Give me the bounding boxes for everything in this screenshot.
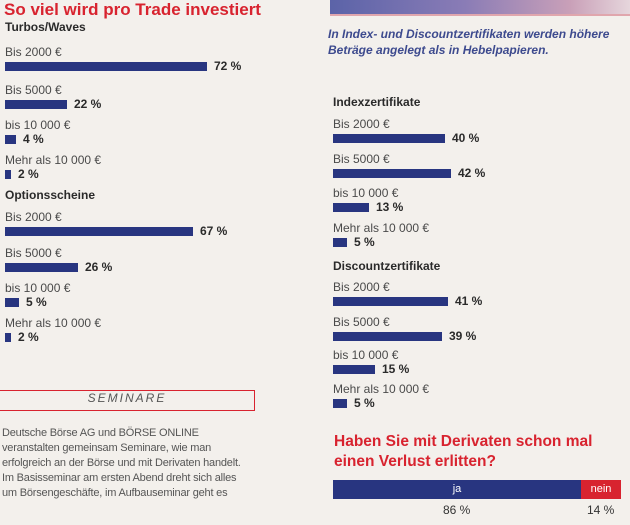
data-label: 67 % bbox=[200, 224, 228, 238]
bar bbox=[5, 100, 67, 109]
tick-label: Bis 5000 € bbox=[333, 315, 390, 329]
tick-label: Bis 2000 € bbox=[5, 45, 62, 59]
tick-label: bis 10 000 € bbox=[5, 118, 71, 132]
data-label: 39 % bbox=[449, 329, 477, 343]
bar bbox=[5, 227, 193, 236]
bar bbox=[5, 298, 19, 307]
data-label: 42 % bbox=[458, 166, 486, 180]
bar bbox=[5, 333, 11, 342]
stacked-value-label: 86 % bbox=[443, 503, 471, 517]
seminare-text: Deutsche Börse AG und BÖRSE ONLINE veran… bbox=[2, 427, 241, 499]
header-image-band bbox=[330, 0, 630, 14]
data-label: 26 % bbox=[85, 260, 113, 274]
bar bbox=[5, 62, 207, 71]
chart-caption: In Index- und Discountzertifikaten werde… bbox=[328, 27, 610, 57]
seminare-heading: SEMINARE bbox=[87, 391, 167, 405]
bar bbox=[333, 365, 375, 374]
tick-label: bis 10 000 € bbox=[333, 186, 399, 200]
tick-label: Mehr als 10 000 € bbox=[333, 382, 430, 396]
bar bbox=[333, 332, 442, 341]
bar bbox=[333, 238, 347, 247]
page-title: So viel wird pro Trade investiert bbox=[4, 0, 261, 19]
tick-label: Bis 5000 € bbox=[333, 152, 390, 166]
data-label: 22 % bbox=[74, 97, 102, 111]
data-label: 40 % bbox=[452, 131, 480, 145]
tick-label: Bis 2000 € bbox=[5, 210, 62, 224]
data-label: 4 % bbox=[23, 132, 44, 146]
data-label: 5 % bbox=[26, 295, 47, 309]
tick-label: bis 10 000 € bbox=[333, 348, 399, 362]
bar bbox=[333, 134, 445, 143]
bar bbox=[5, 135, 16, 144]
tick-label: Bis 2000 € bbox=[333, 280, 390, 294]
group-heading: Indexzertifikate bbox=[333, 95, 421, 109]
data-label: 72 % bbox=[214, 59, 242, 73]
data-label: 41 % bbox=[455, 294, 483, 308]
loss-question: Haben Sie mit Derivaten schon mal einen … bbox=[334, 433, 593, 470]
data-label: 5 % bbox=[354, 396, 375, 410]
data-label: 5 % bbox=[354, 235, 375, 249]
tick-label: Mehr als 10 000 € bbox=[5, 153, 102, 167]
data-label: 15 % bbox=[382, 362, 410, 376]
data-label: 2 % bbox=[18, 167, 39, 181]
tick-label: Bis 5000 € bbox=[5, 246, 62, 260]
bar bbox=[333, 399, 347, 408]
data-label: 2 % bbox=[18, 330, 39, 344]
stacked-segment-ja: ja bbox=[333, 480, 581, 499]
seminare-box bbox=[0, 390, 255, 411]
stacked-segment-nein: nein bbox=[581, 480, 621, 499]
tick-label: bis 10 000 € bbox=[5, 281, 71, 295]
stacked-value-label: 14 % bbox=[587, 503, 615, 517]
data-label: 13 % bbox=[376, 200, 404, 214]
bar bbox=[5, 263, 78, 272]
group-heading: Turbos/Waves bbox=[5, 20, 86, 34]
header-divider bbox=[330, 14, 630, 16]
tick-label: Mehr als 10 000 € bbox=[333, 221, 430, 235]
tick-label: Mehr als 10 000 € bbox=[5, 316, 102, 330]
tick-label: Bis 5000 € bbox=[5, 83, 62, 97]
tick-label: Bis 2000 € bbox=[333, 117, 390, 131]
bar bbox=[333, 203, 369, 212]
bar bbox=[333, 169, 451, 178]
bar bbox=[5, 170, 11, 179]
group-heading: Discountzertifikate bbox=[333, 259, 441, 273]
bar bbox=[333, 297, 448, 306]
group-heading: Optionsscheine bbox=[5, 188, 96, 202]
